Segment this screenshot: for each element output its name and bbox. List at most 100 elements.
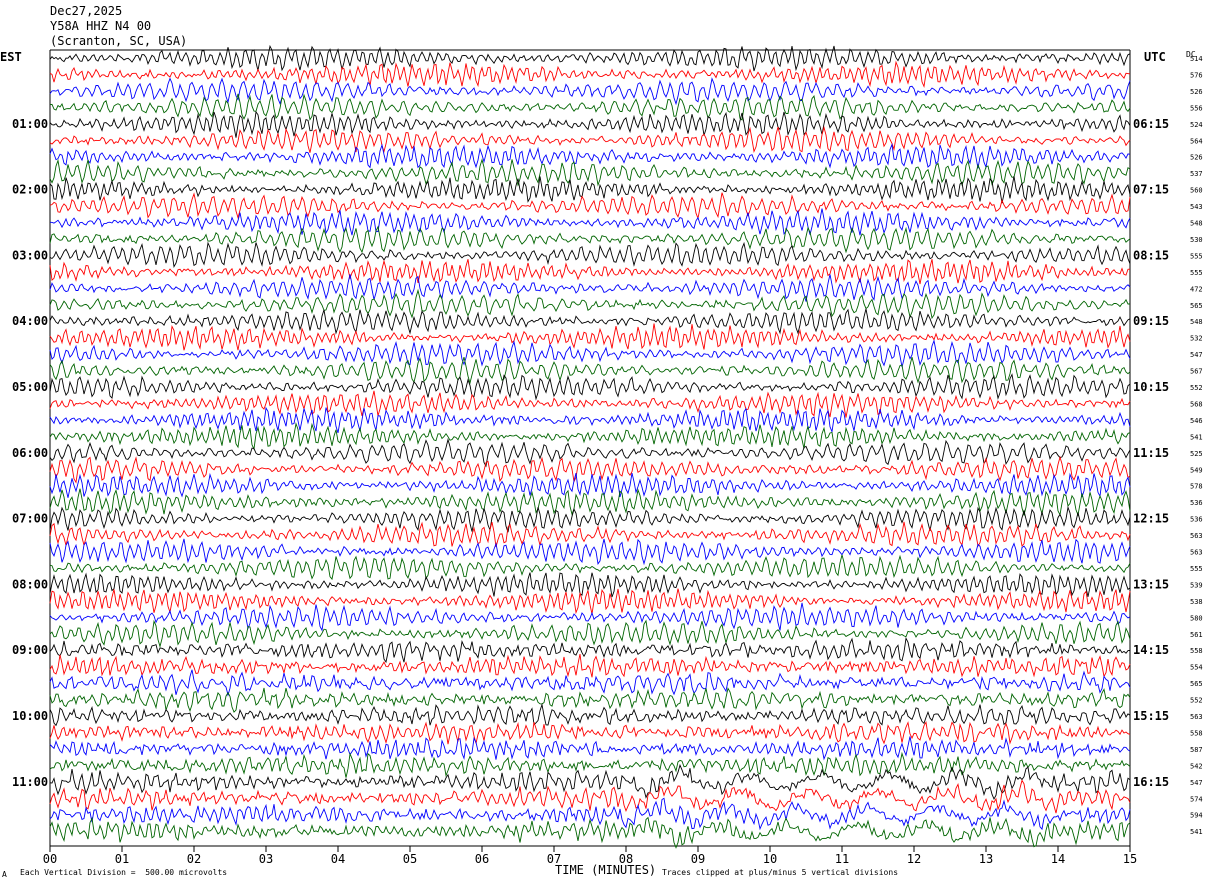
left-hour-label: 05:00 <box>12 380 48 394</box>
trace-43 <box>49 736 1131 761</box>
trace-7 <box>49 142 1131 169</box>
dc-offset-value: 567 <box>1190 368 1203 376</box>
dc-offset-value: 547 <box>1190 351 1203 359</box>
dc-offset-value: 536 <box>1190 499 1203 507</box>
dc-offset-value: 538 <box>1190 598 1203 606</box>
dc-offset-value: 560 <box>1190 187 1203 195</box>
x-tick-label: 08 <box>619 852 633 866</box>
dc-offset-value: 555 <box>1190 565 1203 573</box>
dc-offset-value: 526 <box>1190 88 1203 96</box>
left-timezone-label: EST <box>0 50 22 64</box>
dc-offset-value: 525 <box>1190 450 1203 458</box>
x-tick-label: 11 <box>835 852 849 866</box>
left-hour-label: 09:00 <box>12 643 48 657</box>
dc-offset-value: 587 <box>1190 746 1203 754</box>
dc-offset-value: 552 <box>1190 384 1203 392</box>
dc-offset-value: 543 <box>1190 203 1203 211</box>
x-tick-label: 01 <box>115 852 129 866</box>
x-tick-label: 09 <box>691 852 705 866</box>
dc-offset-value: 472 <box>1190 285 1203 293</box>
dc-offset-value: 564 <box>1190 137 1203 145</box>
dc-offset-value: 561 <box>1190 631 1203 639</box>
trace-9 <box>49 176 1131 204</box>
dc-offset-value: 563 <box>1190 713 1203 721</box>
dc-offset-value: 558 <box>1190 647 1203 655</box>
dc-offset-value: 558 <box>1190 729 1203 737</box>
left-hour-label: 01:00 <box>12 117 48 131</box>
trace-10 <box>49 192 1131 220</box>
right-hour-label: 12:15 <box>1133 512 1169 526</box>
x-tick-label: 15 <box>1123 852 1137 866</box>
trace-12 <box>49 225 1131 254</box>
trace-15 <box>49 274 1131 302</box>
x-axis-title: TIME (MINUTES) <box>555 863 657 877</box>
left-hour-label: 06:00 <box>12 446 48 460</box>
x-tick-label: 10 <box>763 852 777 866</box>
left-hour-label: 11:00 <box>12 775 48 789</box>
trace-47 <box>49 797 1131 831</box>
trace-18 <box>49 323 1131 351</box>
right-timezone-label: UTC <box>1144 50 1166 64</box>
dc-offset-value: 536 <box>1190 516 1203 524</box>
trace-4 <box>49 93 1131 121</box>
dc-offset-value: 578 <box>1190 483 1203 491</box>
x-tick-label: 14 <box>1051 852 1065 866</box>
trace-48 <box>49 816 1131 849</box>
corner-mark: A <box>2 870 7 879</box>
dc-offset-value: 574 <box>1190 795 1203 803</box>
dc-offset-value: 542 <box>1190 762 1203 770</box>
dc-offset-value: 524 <box>1190 121 1203 129</box>
left-hour-label: 04:00 <box>12 314 48 328</box>
right-hour-label: 09:15 <box>1133 314 1169 328</box>
trace-32 <box>49 554 1131 581</box>
trace-8 <box>49 158 1131 187</box>
trace-30 <box>49 521 1131 548</box>
dc-offset-value: 556 <box>1190 104 1203 112</box>
dc-offset-value: 552 <box>1190 697 1203 705</box>
trace-17 <box>49 308 1131 335</box>
dc-offset-value: 563 <box>1190 532 1203 540</box>
dc-offset-value: 576 <box>1190 71 1203 79</box>
dc-offset-value: 541 <box>1190 828 1203 836</box>
trace-44 <box>49 751 1131 778</box>
dc-offset-value: 526 <box>1190 154 1203 162</box>
scale-note: Each Vertical Division = 500.00 microvol… <box>20 868 228 877</box>
left-hour-label: 03:00 <box>12 248 48 262</box>
dc-offset-value: 541 <box>1190 433 1203 441</box>
dc-offset-value: 555 <box>1190 252 1203 260</box>
right-hour-label: 07:15 <box>1133 183 1169 197</box>
dc-offset-value: 555 <box>1190 269 1203 277</box>
trace-14 <box>49 259 1131 285</box>
dc-offset-value: 539 <box>1190 581 1203 589</box>
trace-21 <box>49 373 1131 401</box>
trace-37 <box>49 636 1131 664</box>
trace-11 <box>49 208 1131 236</box>
trace-38 <box>49 654 1131 678</box>
trace-20 <box>49 356 1131 385</box>
right-hour-label: 16:15 <box>1133 775 1169 789</box>
right-hour-label: 08:15 <box>1133 248 1169 262</box>
right-hour-label: 15:15 <box>1133 709 1169 723</box>
dc-offset-value: 580 <box>1190 614 1203 622</box>
clip-note: Traces clipped at plus/minus 5 vertical … <box>662 868 899 877</box>
dc-offset-value: 563 <box>1190 549 1203 557</box>
trace-19 <box>49 339 1131 368</box>
trace-22 <box>49 390 1131 418</box>
x-tick-label: 00 <box>43 852 57 866</box>
trace-40 <box>49 687 1131 713</box>
right-hour-label: 13:15 <box>1133 577 1169 591</box>
trace-33 <box>49 572 1131 598</box>
trace-41 <box>49 702 1131 727</box>
x-tick-label: 02 <box>187 852 201 866</box>
trace-46 <box>49 779 1131 814</box>
dc-offset-value: 547 <box>1190 779 1203 787</box>
trace-36 <box>49 619 1131 649</box>
trace-1 <box>49 44 1131 72</box>
trace-27 <box>49 472 1131 498</box>
left-hour-label: 07:00 <box>12 512 48 526</box>
right-hour-label: 11:15 <box>1133 446 1169 460</box>
dc-label: DC <box>1186 50 1196 59</box>
dc-offset-value: 546 <box>1190 417 1203 425</box>
header-location: (Scranton, SC, USA) <box>50 34 188 48</box>
header-date: Dec27,2025 <box>50 4 123 18</box>
